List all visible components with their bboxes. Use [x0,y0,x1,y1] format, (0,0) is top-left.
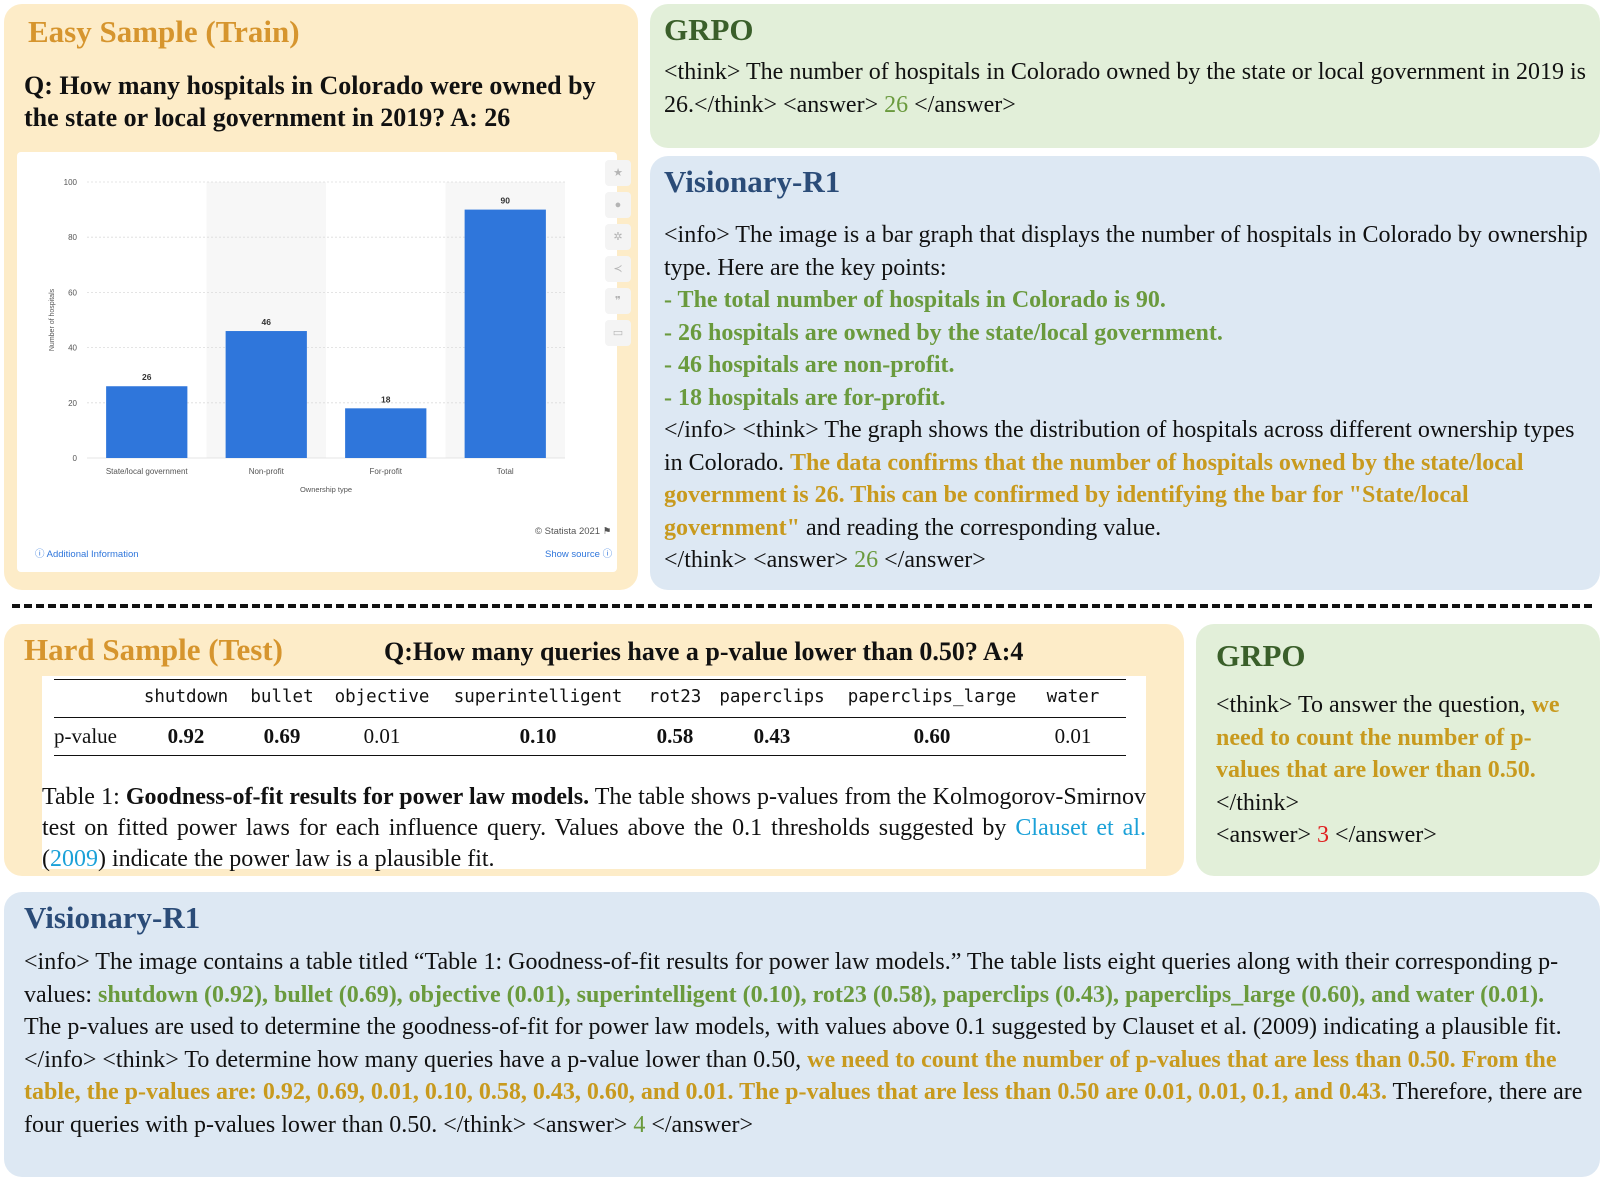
y-tick-label: 60 [68,288,77,297]
p-value-cell: 0.58 [656,724,694,748]
grpo-bottom-response: <think> To answer the question, we need … [1216,692,1560,848]
easy-sample-title: Easy Sample (Train) [28,14,300,49]
visionary-bottom-answer: 4 [633,1111,646,1138]
column-header: water [1046,687,1100,707]
x-tick-label: Non-profit [249,467,285,476]
key-point: - 18 hospitals are for-profit. [664,384,946,411]
y-tick-label: 100 [64,178,78,187]
citation-year-link[interactable]: 2009 [50,846,98,872]
column-header: superintelligent [453,687,623,707]
show-source-link[interactable]: Show source ⓘ [545,549,613,560]
column-header: rot23 [648,687,702,707]
bar-value-label: 90 [501,196,511,206]
grpo-top-answer: 26 [884,91,909,118]
x-tick-label: For-profit [370,467,403,476]
visionary-top-panel: Visionary-R1 <info> The image is a bar g… [650,156,1600,590]
key-point: - 46 hospitals are non-profit. [664,352,955,378]
bell-icon[interactable]: ● [605,192,631,218]
p-value-cell: 0.60 [913,724,951,748]
p-value-cell: 0.01 [1054,724,1092,748]
star-icon[interactable]: ★ [605,160,631,186]
grpo-bottom-panel: GRPO <think> To answer the question, we … [1196,624,1600,876]
y-tick-label: 20 [68,399,77,408]
statista-copyright: © Statista 2021 ⚑ [535,526,612,537]
y-tick-label: 40 [68,344,77,353]
grpo-top-title: GRPO [664,12,754,47]
visionary-bottom-title: Visionary-R1 [24,900,201,935]
table-bottom-rule [54,755,1126,756]
p-value-cell: 0.10 [519,724,557,748]
grpo-bottom-title: GRPO [1216,638,1306,673]
column-header: bullet [250,687,314,707]
bar-value-label: 26 [142,372,152,382]
p-value-cell: 0.69 [263,724,301,748]
print-icon[interactable]: ▭ [605,320,631,346]
y-tick-label: 80 [68,233,77,242]
info-icon: ⓘ [602,549,613,560]
table-header-rule [54,717,1126,718]
visionary-top-think: </info> <think> The graph shows the dist… [664,417,1575,541]
visionary-bottom-response: <info> The image contains a table titled… [24,949,1583,1138]
column-header: paperclips_large [847,687,1017,707]
grpo-bottom-answer: 3 [1317,822,1330,848]
p-value-cell: 0.92 [167,724,205,748]
bar-value-label: 46 [262,317,272,327]
bar-value-label: 18 [381,394,391,404]
key-point: - The total number of hospitals in Color… [664,287,1166,313]
bar [345,408,427,458]
x-axis-title: Ownership type [300,485,352,494]
easy-question: Q: How many hospitals in Colorado were o… [24,71,596,132]
visionary-top-title: Visionary-R1 [664,164,841,199]
gear-icon[interactable]: ✲ [605,224,631,250]
p-value-cell: 0.43 [753,724,791,748]
grpo-top-response: <think> The number of hospitals in Color… [664,59,1586,118]
visionary-top-closing: </think> <answer> 26 </answer> [664,547,986,573]
p-value-table-figure: shutdown bullet objective superintellige… [42,676,1146,872]
info-icon: ⓘ [35,549,45,560]
citation-link[interactable]: Clauset et al. [1015,815,1146,841]
statista-chart-card: 0 20 40 60 80 100 26 State/local government 46 No… [17,152,631,572]
column-header: objective [334,687,430,707]
quote-icon[interactable]: ❞ [605,288,631,314]
table-top-rule [54,679,1126,680]
x-tick-label: Total [497,467,514,476]
row-label: p-value [54,724,117,748]
column-header: shutdown [143,687,229,707]
key-point: - 26 hospitals are owned by the state/lo… [664,319,1223,346]
visionary-bottom-panel: Visionary-R1 <info> The image contains a… [4,892,1600,1177]
share-icon[interactable]: ≺ [605,256,631,282]
p-value-cell: 0.01 [363,724,401,748]
flag-icon: ⚑ [602,526,612,537]
y-axis-title: Number of hospitals [49,288,56,351]
visionary-top-answer: 26 [854,547,879,573]
additional-information-link[interactable]: ⓘ Additional Information [35,549,139,560]
easy-sample-panel: Easy Sample (Train) Q: How many hospital… [4,4,638,590]
column-header: paperclips [719,687,825,707]
table-caption: Table 1: Goodness-of-fit results for pow… [42,784,1147,872]
x-tick-label: State/local government [106,467,189,476]
y-tick-label: 0 [73,454,78,463]
visionary-top-intro: <info> The image is a bar graph that dis… [664,222,1588,281]
bar [464,209,546,458]
grpo-top-panel: GRPO <think> The number of hospitals in … [650,4,1600,148]
bar [225,331,307,458]
hard-question: Q:How many queries have a p-value lower … [384,637,1024,666]
bar-chart: 0 20 40 60 80 100 26 State/local government 46 No… [49,178,565,494]
bar [106,386,188,458]
section-divider [12,604,1592,608]
hard-sample-title: Hard Sample (Test) [24,632,283,667]
visionary-top-response: <info> The image is a bar graph that dis… [664,219,1594,577]
